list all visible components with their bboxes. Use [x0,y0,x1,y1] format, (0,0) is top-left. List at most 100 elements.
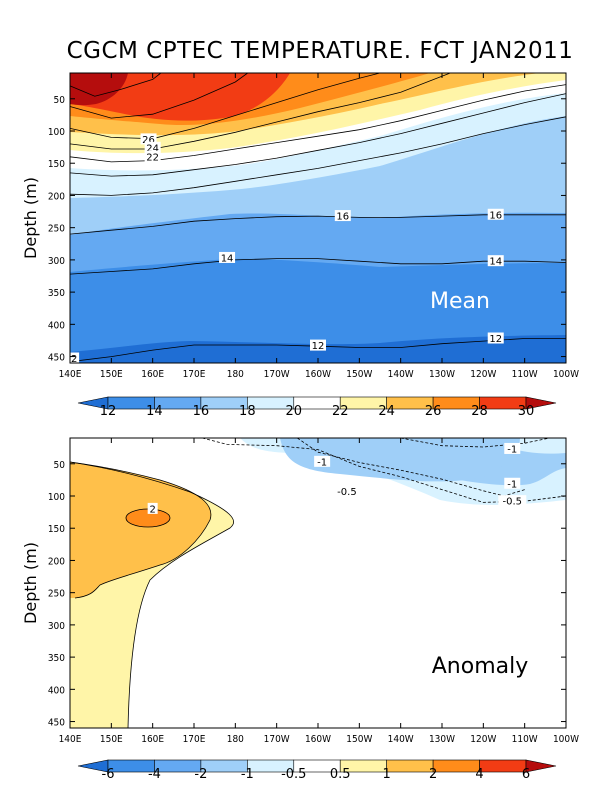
x-tick-label: 100W [553,734,579,745]
anomaly-y-axis-label: Depth (m) [21,542,40,624]
x-tick-label: 110W [512,734,538,745]
colorbar-label: 28 [471,404,488,419]
y-tick-label: 100 [48,492,65,503]
anom-band-2-4 [126,509,170,527]
colorbar-label: 0.5 [330,767,351,782]
x-tick-label: 160E [141,734,164,745]
contour-label-bg [144,141,161,153]
contour-line--1 [297,437,525,497]
x-tick-label: 140E [59,369,82,380]
x-tick-label: 150W [346,369,372,380]
contour-label: 14 [221,253,234,264]
colorbar-label: 2 [429,767,437,782]
x-tick-label: 140W [388,734,414,745]
colorbar-label: -4 [148,767,161,782]
contour-label-bg [487,332,504,344]
contour-label: 2 [149,504,155,515]
x-tick-label: 170E [183,369,206,380]
contour-label-bg [334,210,351,222]
x-tick-label: 140W [388,369,414,380]
colorbar-label: 20 [286,404,303,419]
contour-label-bg [487,255,504,267]
x-tick-label: 130W [429,369,455,380]
y-tick-label: 350 [48,653,65,664]
contour-line-14 [69,258,567,275]
x-tick-label: 120W [470,369,496,380]
colorbar-label: -2 [194,767,207,782]
x-tick-label: 130W [429,734,455,745]
colorbar-label: 18 [239,404,256,419]
colorbar-label: 30 [518,404,535,419]
colorbar-label: 14 [146,404,163,419]
x-tick-label: 160W [305,369,331,380]
x-tick-label: 140E [59,734,82,745]
y-tick-label: 300 [48,256,65,267]
mean-y-axis: 50 100 150 200 250 300 350 400 450 [48,95,566,364]
y-tick-label: 450 [48,353,65,364]
contour-label-bg [140,133,157,145]
contour-line-18 [69,116,567,196]
contour-label: -0.5 [503,497,523,508]
contour-label: 16 [336,212,349,223]
x-tick-label: 180 [227,369,244,380]
contour-label-bg [332,485,361,497]
colorbar-label: 16 [193,404,210,419]
contour-line-26 [69,72,381,140]
contour-label: -1 [507,479,517,490]
anomaly-y-axis: 50 100 150 200 250 300 350 400 450 [48,460,566,729]
y-tick-label: 250 [48,589,65,600]
contour-label-bg [498,495,527,507]
y-tick-label: 150 [48,159,65,170]
contour-label-bg [504,442,521,454]
x-tick-label: 170W [264,734,290,745]
band-gt30 [70,73,128,106]
y-tick-label: 400 [48,685,65,696]
colorbar-label: 12 [100,404,117,419]
anomaly-fills [70,438,566,728]
contour-label: 12 [489,334,502,345]
contour-label: -0.5 [337,487,357,498]
mean-panel-label: Mean [430,289,490,314]
colorbar-arrow-right [525,759,557,773]
contour-label-bg [144,150,161,162]
chart-title: CGCM CPTEC TEMPERATURE. FCT JAN2011 [67,38,574,64]
y-tick-label: 300 [48,621,65,632]
colorbar-arrow-right [525,396,557,410]
y-tick-label: 450 [48,718,65,729]
anom-band-1-2 [70,462,211,598]
x-tick-label: 180 [227,734,244,745]
colorbar-label: -6 [102,767,115,782]
colorbar-label: -0.5 [281,767,306,782]
y-tick-label: 400 [48,320,65,331]
colorbar-label: -1 [241,767,254,782]
contour-label: 2 [71,354,77,365]
colorbar-swatch [432,759,480,773]
y-tick-label: 50 [54,460,66,471]
mean-fills [70,73,566,363]
contour-label: 14 [489,257,502,268]
colorbar-swatch [386,759,434,773]
contour-label: 12 [312,341,325,352]
anomaly-x-axis: 140E 150E 160E 170E 180 170W 160W 150W 140W 130W 1… [59,438,579,745]
y-tick-label: 200 [48,191,65,202]
contour-line-20 [69,93,567,177]
contour-label-bg [219,251,236,263]
x-tick-label: 170E [183,734,206,745]
contour-label-bg [147,502,158,514]
contour-label: 22 [146,152,159,163]
y-tick-label: 250 [48,224,65,235]
x-tick-label: 100W [553,369,579,380]
colorbar-label: 24 [378,404,395,419]
y-tick-label: 150 [48,524,65,535]
anomaly-panel: -1-1-1-0.5-0.52 140E 150E 160E 170E 180 170W 1… [21,437,579,782]
anom-band-neg-1b [280,438,520,482]
colorbar-label: 22 [332,404,349,419]
x-tick-label: 150E [100,734,123,745]
anom-contour-1 [69,461,212,599]
y-tick-label: 200 [48,556,65,567]
mean-x-axis: 140E 150E 160E 170E 180 170W 160W 150W 140W 130W 1… [59,73,579,380]
band-28-30 [70,73,290,121]
